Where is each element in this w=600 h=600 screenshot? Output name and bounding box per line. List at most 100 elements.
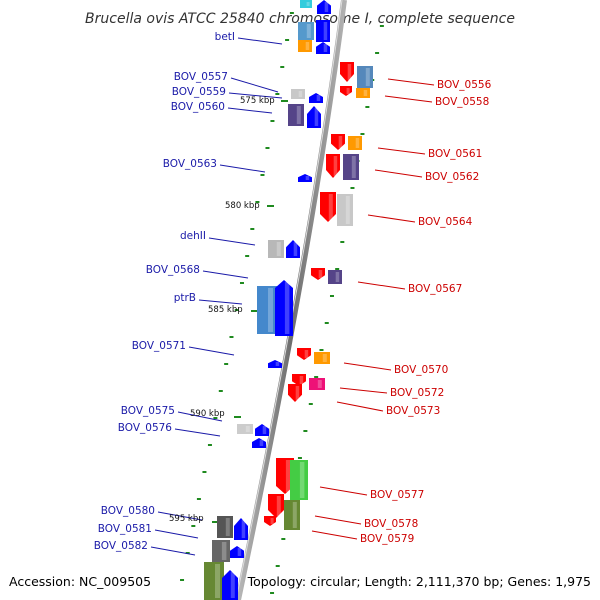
gene-feature[interactable] (317, 0, 331, 14)
tick-mark (335, 268, 340, 270)
gene-label-BOV_0582[interactable]: BOV_0582 (94, 540, 148, 552)
gene-label-BOV_0567[interactable]: BOV_0567 (408, 283, 462, 295)
gene-feature[interactable] (286, 240, 300, 258)
gene-label-BOV_0560[interactable]: BOV_0560 (171, 101, 225, 113)
gene-label-dehII[interactable]: dehII (180, 230, 206, 242)
gene-label-BOV_0575[interactable]: BOV_0575 (121, 405, 175, 417)
tick-mark (350, 187, 355, 189)
gene-feature[interactable] (234, 518, 248, 540)
label-leader-line (339, 387, 388, 394)
chromosome-backbone-highlight (235, 0, 343, 600)
gene-feature[interactable] (307, 106, 321, 128)
gene-shading (259, 440, 264, 446)
gene-feature[interactable] (309, 93, 323, 103)
gene-label-BOV_0561[interactable]: BOV_0561 (428, 148, 482, 160)
gene-label-BOV_0568[interactable]: BOV_0568 (146, 264, 200, 276)
gene-feature[interactable] (222, 570, 238, 600)
gene-feature[interactable] (316, 42, 330, 54)
gene-feature[interactable] (255, 424, 269, 436)
label-leader-line (357, 281, 406, 290)
gene-shading (276, 242, 281, 256)
gene-shading (241, 520, 246, 538)
gene-label-BOV_0580[interactable]: BOV_0580 (101, 505, 155, 517)
tick-mark (224, 363, 229, 365)
gene-feature[interactable] (311, 268, 325, 280)
gene-feature[interactable] (204, 562, 224, 600)
gene-label-BOV_0557[interactable]: BOV_0557 (174, 71, 228, 83)
gene-feature[interactable] (268, 240, 284, 258)
gene-shading (298, 91, 303, 97)
gene-feature[interactable] (297, 348, 311, 360)
gene-feature[interactable] (326, 154, 340, 178)
gene-label-BOV_0571[interactable]: BOV_0571 (132, 340, 186, 352)
gene-feature[interactable] (300, 0, 312, 8)
kbp-tick (212, 521, 219, 523)
gene-label-BOV_0563[interactable]: BOV_0563 (163, 158, 217, 170)
gene-label-BOV_0576[interactable]: BOV_0576 (118, 422, 173, 434)
gene-feature[interactable] (275, 280, 293, 336)
gene-feature[interactable] (309, 378, 325, 390)
tick-mark (255, 201, 260, 203)
gene-feature[interactable] (230, 546, 244, 558)
gene-label-BOV_0579[interactable]: BOV_0579 (360, 533, 414, 545)
gene-feature[interactable] (217, 516, 233, 538)
gene-label-BOV_0581[interactable]: BOV_0581 (98, 523, 152, 535)
gene-feature[interactable] (290, 460, 308, 500)
label-leader-line (202, 270, 249, 279)
gene-feature[interactable] (357, 66, 373, 88)
gene-feature[interactable] (288, 384, 302, 402)
gene-feature[interactable] (291, 89, 305, 99)
kbp-marker-585: 585 kbp (208, 305, 243, 315)
gene-label-BOV_0556[interactable]: BOV_0556 (437, 79, 492, 91)
gene-feature[interactable] (340, 86, 352, 96)
gene-feature[interactable] (340, 62, 354, 82)
gene-feature[interactable] (237, 424, 253, 434)
tick-mark (375, 52, 380, 54)
gene-label-BOV_0570[interactable]: BOV_0570 (394, 364, 448, 376)
gene-feature[interactable] (298, 22, 314, 40)
gene-shading (363, 90, 368, 96)
gene-label-BOV_0559[interactable]: BOV_0559 (172, 86, 226, 98)
kbp-tick (267, 205, 274, 207)
gene-feature[interactable] (328, 270, 342, 284)
gene-feature[interactable] (320, 192, 336, 222)
gene-label-BOV_0578[interactable]: BOV_0578 (364, 518, 418, 530)
gene-feature[interactable] (212, 540, 230, 562)
gene-feature[interactable] (298, 40, 312, 52)
gene-label-BOV_0564[interactable]: BOV_0564 (418, 216, 473, 228)
label-leader-line (374, 169, 423, 178)
tick-mark (280, 66, 285, 68)
gene-feature[interactable] (264, 516, 276, 526)
gene-feature[interactable] (348, 136, 362, 150)
gene-label-BOV_0572[interactable]: BOV_0572 (390, 387, 444, 399)
gene-label-betI[interactable]: betI (215, 31, 235, 43)
gene-feature[interactable] (288, 104, 304, 126)
gene-feature[interactable] (284, 500, 300, 530)
gene-feature[interactable] (298, 174, 312, 182)
gene-shading (270, 518, 274, 524)
gene-feature[interactable] (316, 20, 330, 42)
tick-mark (270, 120, 275, 122)
gene-feature[interactable] (343, 154, 359, 180)
gene-label-BOV_0558[interactable]: BOV_0558 (435, 96, 489, 108)
gene-label-BOV_0562[interactable]: BOV_0562 (425, 171, 479, 183)
gene-feature[interactable] (292, 374, 306, 386)
gene-feature[interactable] (331, 134, 345, 150)
gene-feature[interactable] (337, 194, 353, 226)
gene-shading (305, 42, 310, 50)
gene-feature[interactable] (252, 438, 266, 448)
gene-feature[interactable] (268, 494, 284, 518)
gene-label-BOV_0577[interactable]: BOV_0577 (370, 489, 424, 501)
gene-feature[interactable] (268, 360, 282, 368)
label-leader-line (336, 401, 384, 412)
gene-label-BOV_0573[interactable]: BOV_0573 (386, 405, 440, 417)
gene-shading (221, 542, 227, 560)
gene-label-ptrB[interactable]: ptrB (174, 292, 196, 304)
gene-feature[interactable] (276, 458, 294, 494)
label-leader-line (314, 515, 362, 525)
gene-feature[interactable] (356, 88, 370, 98)
tick-mark (281, 538, 286, 540)
gene-feature[interactable] (314, 352, 330, 364)
gene-shading (293, 242, 298, 256)
gene-feature[interactable] (257, 286, 277, 334)
